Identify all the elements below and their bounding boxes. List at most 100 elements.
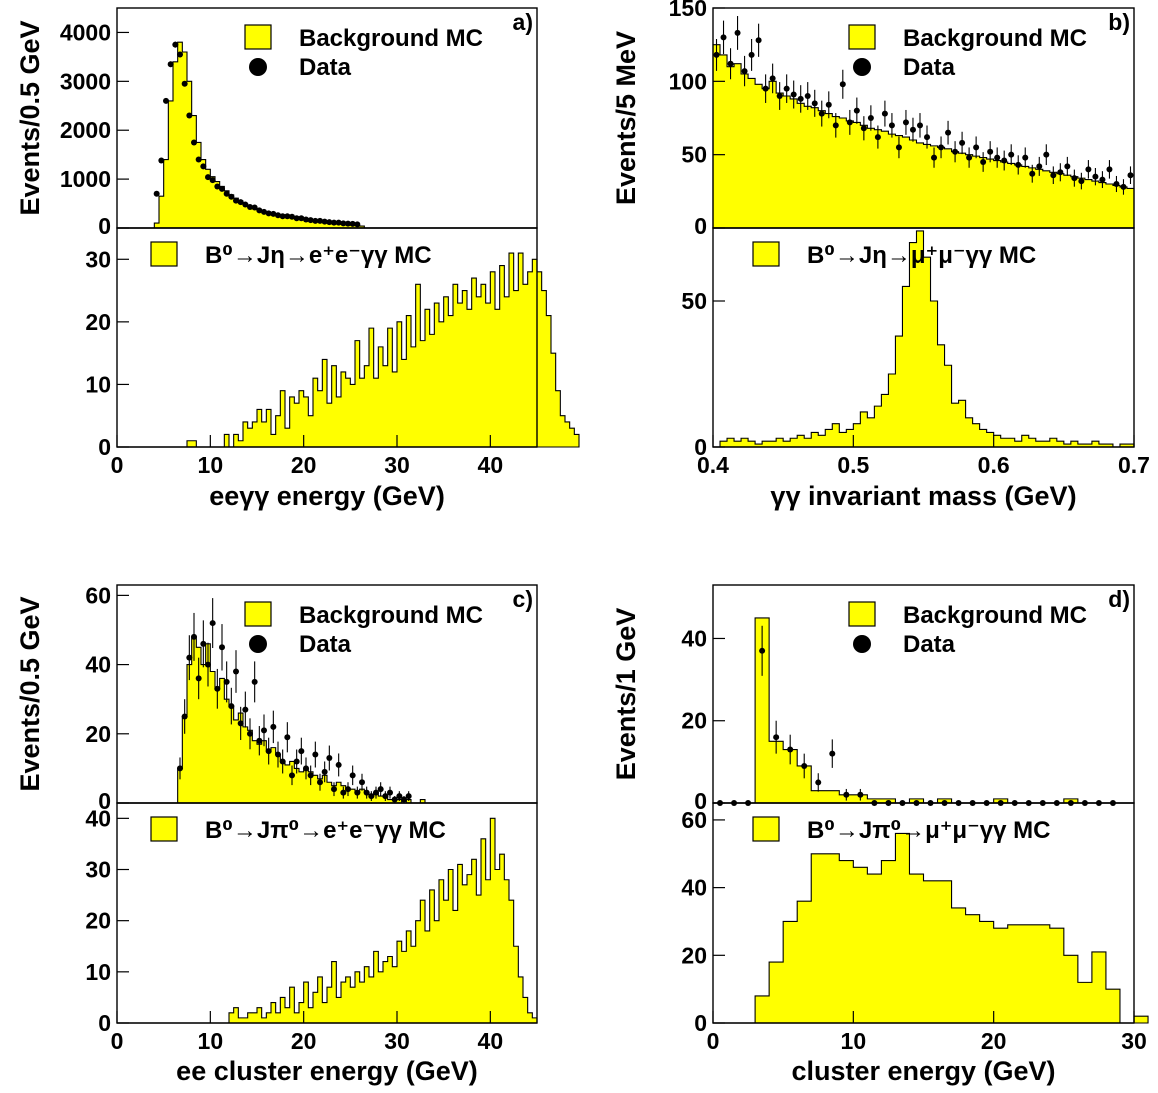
data-point: [1057, 169, 1064, 176]
bottom-frame: [116, 227, 538, 448]
data-point: [734, 29, 741, 36]
data-point: [209, 177, 216, 184]
data-point: [1064, 163, 1071, 170]
data-point: [1099, 176, 1106, 183]
data-point: [843, 791, 850, 798]
legend-mc-swatch: [848, 601, 876, 627]
data-point: [959, 139, 966, 146]
xtick-label: 0.4: [697, 452, 729, 478]
top-ytick-label: 20: [681, 708, 707, 734]
data-point: [265, 748, 272, 755]
data-point: [270, 723, 277, 730]
x-axis-label: γγ invariant mass (GeV): [770, 481, 1076, 511]
data-point: [902, 119, 909, 126]
top-ytick-label: 0: [98, 213, 111, 239]
data-point: [888, 122, 895, 129]
top-ytick-label: 3000: [60, 68, 111, 94]
data-point: [363, 789, 370, 796]
data-point: [741, 68, 748, 75]
data-point: [987, 148, 994, 155]
data-point: [265, 210, 272, 217]
data-point: [186, 654, 193, 661]
legend-data-label: Data: [903, 631, 956, 658]
top-ytick-label: 0: [694, 213, 707, 239]
data-point: [1106, 166, 1113, 173]
data-point: [321, 768, 328, 775]
data-point: [713, 51, 720, 58]
bottom-ytick-label: 20: [85, 309, 111, 335]
data-point: [762, 85, 769, 92]
data-point: [191, 139, 197, 146]
data-point: [783, 85, 790, 92]
data-point: [256, 737, 263, 744]
signal-mc-histogram: [754, 832, 1149, 1024]
data-point: [776, 93, 783, 99]
data-point: [200, 640, 207, 647]
data-point: [209, 620, 216, 627]
data-point: [401, 796, 407, 803]
data-point: [801, 762, 808, 769]
data-point: [177, 765, 183, 772]
data-point: [223, 678, 230, 685]
data-point: [298, 215, 305, 222]
panel-tag: a): [513, 9, 533, 35]
data-point: [303, 216, 309, 223]
data-point: [345, 220, 351, 227]
data-point: [312, 217, 319, 224]
data-point: [832, 122, 839, 129]
data-point: [237, 720, 244, 727]
data-point: [307, 217, 314, 224]
xtick-label: 0: [111, 1028, 124, 1054]
xtick-label: 10: [198, 1028, 224, 1054]
xtick-label: 0: [111, 452, 124, 478]
data-point: [275, 212, 281, 219]
data-point: [924, 134, 931, 141]
data-point: [1036, 163, 1043, 170]
legend-mc-swatch: [244, 601, 272, 627]
data-point: [345, 786, 351, 793]
data-point: [755, 37, 762, 44]
data-point: [284, 213, 291, 220]
data-point: [349, 772, 356, 779]
background-mc-histogram: [712, 44, 1135, 229]
data-point: [251, 204, 258, 211]
data-point: [811, 100, 818, 107]
xtick-label: 0.7: [1118, 452, 1150, 478]
data-point: [228, 193, 235, 200]
bottom-frame: [116, 802, 538, 1024]
bottom-frame: [712, 227, 1135, 448]
data-point: [158, 157, 165, 164]
data-point: [396, 793, 403, 800]
bottom-ytick-label: 0: [98, 434, 111, 460]
data-point: [331, 219, 337, 226]
data-point: [382, 793, 389, 800]
data-point: [405, 793, 412, 800]
data-point: [860, 125, 867, 132]
data-point: [219, 644, 225, 651]
xtick-label: 20: [981, 1028, 1007, 1054]
top-ytick-label: 100: [669, 68, 707, 94]
data-point: [163, 97, 169, 104]
legend-data-marker: [853, 58, 871, 76]
data-point: [303, 765, 309, 772]
data-point: [916, 122, 923, 129]
data-point: [790, 91, 797, 98]
data-point: [326, 219, 333, 226]
data-point: [359, 779, 365, 786]
data-point: [289, 772, 295, 779]
legend-data-marker: [249, 58, 267, 76]
bottom-ytick-label: 10: [85, 371, 111, 397]
data-point: [825, 101, 832, 108]
data-points: [717, 625, 1116, 806]
bottom-ytick-label: 40: [681, 875, 707, 901]
data-point: [759, 647, 766, 654]
data-point: [261, 208, 267, 215]
data-point: [279, 758, 286, 765]
data-point: [335, 761, 342, 768]
legend-signal-label: B⁰→Jπ⁰→μ⁺μ⁻γγ MC: [807, 817, 1050, 844]
signal-mc-histogram: [186, 252, 580, 448]
data-point: [1113, 181, 1120, 187]
xtick-label: 0.5: [837, 452, 869, 478]
